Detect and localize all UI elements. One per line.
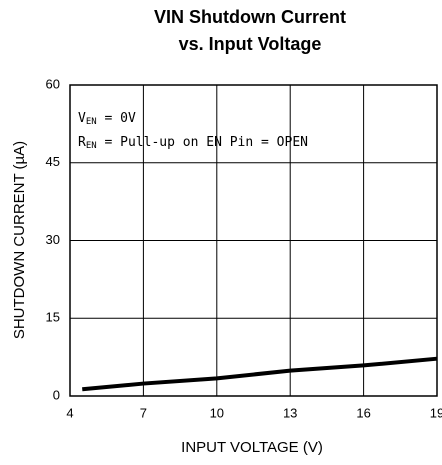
y-tick-label: 60 [46,76,60,91]
y-tick-label: 0 [53,387,60,402]
x-tick-label: 19 [430,405,442,420]
annotation-main: R [78,135,86,150]
x-tick-label: 13 [283,405,297,420]
x-tick-label: 16 [356,405,370,420]
chart-subtitle: vs. Input Voltage [179,34,322,54]
chart-title: VIN Shutdown Current [154,7,346,27]
y-tick-label: 15 [46,310,60,325]
x-tick-label: 4 [66,405,73,420]
y-tick-label: 45 [46,154,60,169]
y-axis-label: SHUTDOWN CURRENT (µA) [11,141,28,339]
x-axis-label: INPUT VOLTAGE (V) [181,439,323,456]
annotation-sub: EN [86,117,97,127]
annotation-rest: = Pull-up on EN Pin = OPEN [97,135,308,150]
y-tick-label: 30 [46,232,60,247]
annotation-sub: EN [86,141,97,151]
x-tick-label: 10 [210,405,224,420]
annotation-main: V [78,111,86,126]
annotation: VEN = 0V [78,111,136,127]
plot-frame [69,84,438,397]
annotation: REN = Pull-up on EN Pin = OPEN [78,135,308,151]
data-line [82,356,438,392]
annotation-rest: = 0V [97,111,136,126]
x-tick-label: 7 [140,405,147,420]
